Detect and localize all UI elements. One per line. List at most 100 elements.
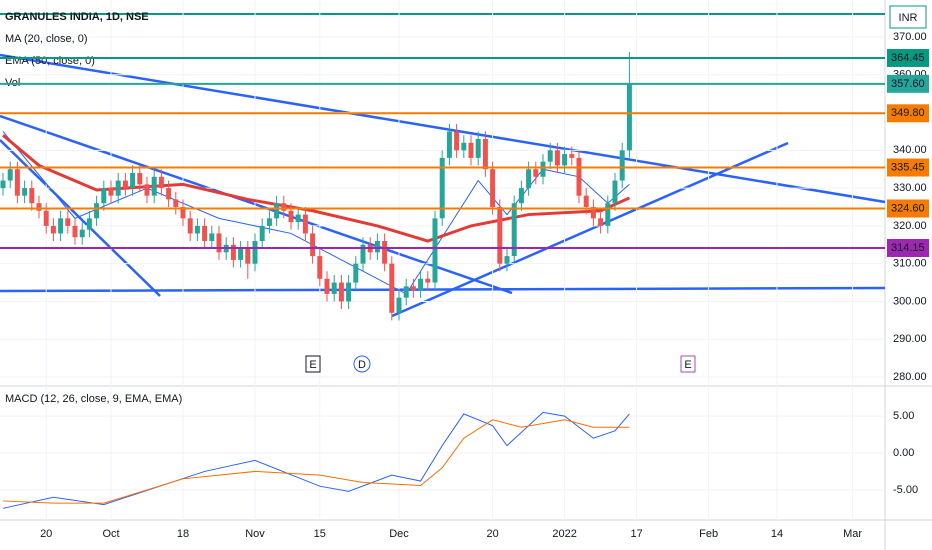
candle-body xyxy=(475,139,481,158)
candle-body xyxy=(569,154,575,158)
candle-body xyxy=(576,157,582,196)
candle-body xyxy=(490,169,496,207)
candle-body xyxy=(338,282,344,302)
indicator-label: MA (20, close, 0) xyxy=(5,33,88,45)
level-label-box xyxy=(887,48,929,67)
candle-body xyxy=(144,184,150,196)
event-label: D xyxy=(358,359,366,371)
level-label-box xyxy=(887,238,929,257)
candle-body xyxy=(230,244,236,260)
candle-body xyxy=(166,188,172,200)
candle-body xyxy=(360,244,366,264)
trend-line xyxy=(391,141,789,318)
ema-line xyxy=(2,134,631,243)
candle-body xyxy=(382,241,388,264)
x-tick-label: 18 xyxy=(177,528,189,540)
candle-body xyxy=(43,210,49,226)
macd-line xyxy=(2,411,630,509)
candle-body xyxy=(518,188,524,204)
candle-body xyxy=(389,263,395,313)
candle-body xyxy=(403,286,409,298)
candle-body xyxy=(468,142,474,158)
candle-body xyxy=(425,278,431,283)
candle-body xyxy=(22,188,28,196)
event-marker xyxy=(305,355,321,373)
candle-body xyxy=(216,233,222,253)
event-label: E xyxy=(309,359,316,371)
x-tick-label: 20 xyxy=(486,528,498,540)
level-label: 357.60 xyxy=(891,78,925,90)
candle-body xyxy=(130,173,136,189)
x-tick-label: Feb xyxy=(699,528,718,540)
x-tick-label: 15 xyxy=(314,528,326,540)
candle-body xyxy=(626,83,632,151)
candle-body xyxy=(238,248,244,260)
level-label: 335.45 xyxy=(891,161,925,173)
candle-body xyxy=(346,282,352,302)
candle-body xyxy=(374,241,380,253)
signal-line xyxy=(2,419,630,504)
x-tick-label: Dec xyxy=(389,528,409,540)
candle-body xyxy=(187,218,193,234)
candle-body xyxy=(454,131,460,151)
y-tick-label: 330.00 xyxy=(893,182,927,194)
candle-body xyxy=(439,157,445,219)
candle-body xyxy=(0,180,6,189)
candle-body xyxy=(281,203,287,211)
candle-body xyxy=(396,297,402,313)
y-tick-label: 310.00 xyxy=(893,258,927,270)
candle-body xyxy=(533,169,539,177)
candle-body xyxy=(29,188,35,204)
level-label-box xyxy=(887,199,929,218)
candle-body xyxy=(583,195,589,207)
candle-body xyxy=(547,150,553,162)
candle-body xyxy=(504,256,510,264)
candle-body xyxy=(58,218,64,234)
candle-body xyxy=(511,203,517,257)
y-tick-label: 290.00 xyxy=(893,333,927,345)
candle-body xyxy=(432,218,438,283)
candle-body xyxy=(461,142,467,151)
candle-body xyxy=(180,207,186,219)
candle-body xyxy=(562,154,568,166)
candle-body xyxy=(418,278,424,291)
candle-body xyxy=(482,139,488,170)
candle-body xyxy=(245,248,251,264)
candle-body xyxy=(173,199,179,207)
x-tick-label: Nov xyxy=(245,528,265,540)
candle-body xyxy=(274,203,280,219)
candle-body xyxy=(302,214,308,234)
event-marker xyxy=(353,355,371,373)
candle-body xyxy=(446,131,452,158)
level-label-box xyxy=(887,74,929,93)
candle-body xyxy=(410,286,416,291)
candle-body xyxy=(252,241,258,264)
candle-body xyxy=(295,214,301,223)
x-tick-label: Mar xyxy=(843,528,862,540)
candle-body xyxy=(194,225,200,234)
candle-body xyxy=(101,188,107,204)
ma-line xyxy=(2,131,630,295)
candle-body xyxy=(497,207,503,264)
candle-body xyxy=(65,218,71,226)
candle-body xyxy=(50,225,56,234)
macd-label: MACD (12, 26, close, 9, EMA, EMA) xyxy=(5,393,182,405)
candle-body xyxy=(605,203,611,226)
candle-body xyxy=(108,188,114,196)
candle-body xyxy=(209,233,215,241)
x-tick-label: 20 xyxy=(40,528,52,540)
candle-body xyxy=(259,225,265,241)
y-tick-label: 370.00 xyxy=(893,31,927,43)
candle-body xyxy=(86,218,92,230)
candle-body xyxy=(94,203,100,219)
y-tick-label: 320.00 xyxy=(893,220,927,232)
trend-line xyxy=(0,53,886,204)
y-tick-label: -5.00 xyxy=(893,484,918,496)
currency: INR xyxy=(899,12,918,24)
candle-body xyxy=(540,161,546,177)
candle-body xyxy=(317,256,323,279)
candle-body xyxy=(266,218,272,226)
candle-body xyxy=(619,150,625,181)
candle-body xyxy=(122,180,128,189)
